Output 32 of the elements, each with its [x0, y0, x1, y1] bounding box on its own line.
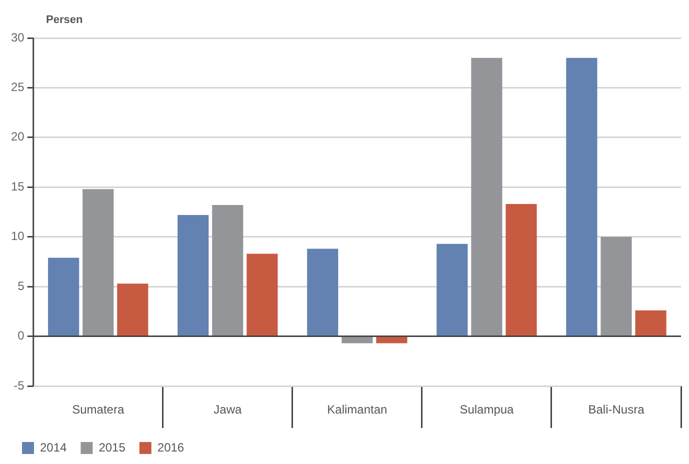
- y-tick-label: 5: [18, 278, 25, 293]
- bar: [635, 310, 666, 336]
- bar: [600, 236, 632, 336]
- bar: [436, 244, 468, 336]
- bar: [376, 337, 408, 344]
- bar: [307, 248, 338, 336]
- x-tick-label: Bali-Nusra: [588, 402, 645, 416]
- y-tick-label: 25: [10, 80, 25, 94]
- y-tick-label: 20: [10, 130, 25, 144]
- x-tick-label: Sumatera: [72, 402, 124, 416]
- legend-label: 2016: [157, 440, 184, 454]
- bar: [246, 254, 278, 336]
- bar: [117, 284, 148, 336]
- legend-label: 2014: [40, 440, 68, 454]
- bar: [82, 189, 114, 336]
- y-tick-label: 15: [10, 179, 25, 194]
- bar: [212, 205, 244, 336]
- x-tick-label: Sulampua: [460, 402, 514, 416]
- y-tick-label: 30: [10, 30, 25, 44]
- bar: [178, 214, 209, 336]
- y-tick-label: 10: [10, 229, 25, 244]
- y-axis-title: Persen: [46, 14, 83, 26]
- x-tick-label: Kalimantan: [327, 402, 388, 416]
- x-tick-label: Jawa: [214, 402, 242, 416]
- legend-label: 2015: [98, 440, 126, 454]
- bar: [48, 258, 80, 336]
- bar: [471, 58, 502, 336]
- bar: [342, 337, 373, 344]
- bar: [506, 204, 537, 336]
- bar: [566, 58, 598, 336]
- y-tick-label: -5: [14, 378, 25, 392]
- y-tick-label: 0: [18, 328, 25, 343]
